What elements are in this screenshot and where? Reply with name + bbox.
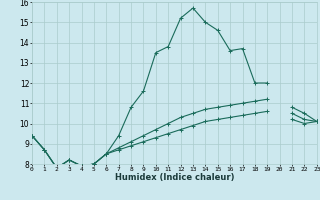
X-axis label: Humidex (Indice chaleur): Humidex (Indice chaleur)	[115, 173, 234, 182]
